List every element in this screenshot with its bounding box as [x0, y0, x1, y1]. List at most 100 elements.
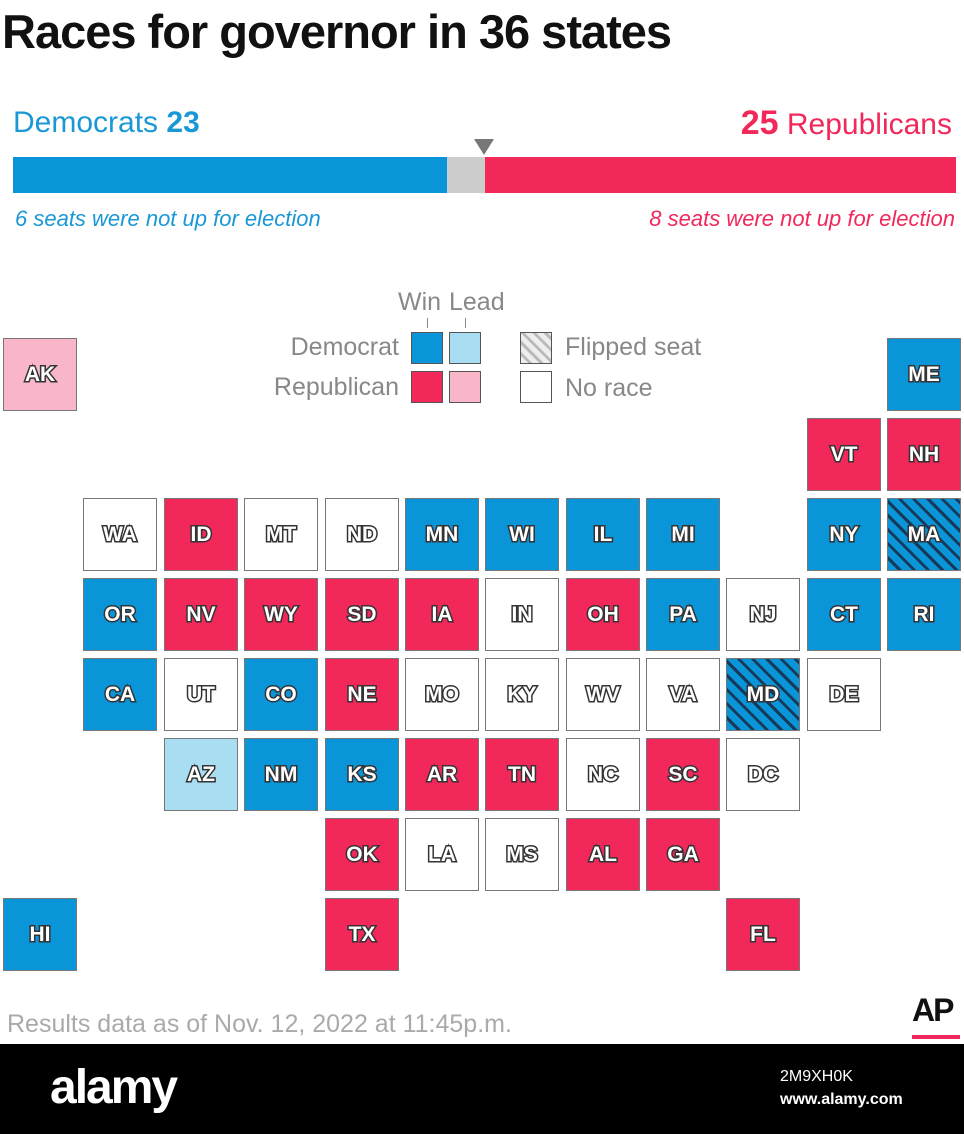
state-tile: MS [485, 818, 559, 891]
state-tile: NJ [726, 578, 800, 651]
state-label: UT [186, 681, 217, 707]
state-tile: IA [405, 578, 479, 651]
state-label: NV [185, 601, 217, 627]
state-tile: OK [325, 818, 399, 891]
state-label: AL [588, 841, 619, 867]
state-tile: DC [726, 738, 800, 811]
state-tile: SC [646, 738, 720, 811]
state-tile: IN [485, 578, 559, 651]
state-label: NY [828, 521, 860, 547]
state-tile: WV [566, 658, 640, 731]
state-label: MD [745, 681, 781, 707]
state-tile: AL [566, 818, 640, 891]
state-tile: RI [887, 578, 961, 651]
state-label: IL [592, 521, 614, 547]
state-tile: WA [83, 498, 157, 571]
state-label: ID [189, 521, 213, 547]
state-tile: NV [164, 578, 238, 651]
state-label: LA [427, 841, 458, 867]
ap-logo: AP [912, 992, 954, 1028]
state-tile: CT [807, 578, 881, 651]
state-tile: DE [807, 658, 881, 731]
swatch [449, 371, 481, 403]
state-label: WA [102, 521, 139, 547]
state-tile: TX [325, 898, 399, 971]
state-tile: GA [646, 818, 720, 891]
rep-label: Republicans [786, 108, 952, 141]
state-label: OK [345, 841, 379, 867]
state-label: MN [424, 521, 460, 547]
state-tile: VT [807, 418, 881, 491]
state-label: NH [907, 441, 940, 467]
rep-header: 25 Republicans [741, 104, 952, 143]
state-tile: AZ [164, 738, 238, 811]
state-label: IA [430, 601, 454, 627]
logo-rule [912, 1035, 960, 1039]
state-label: DE [828, 681, 860, 707]
state-tile: NH [887, 418, 961, 491]
state-tile: NM [244, 738, 318, 811]
swatch [411, 332, 443, 364]
legend-no-race: No race [565, 374, 653, 402]
state-label: KS [346, 761, 378, 787]
title: Races for governor in 36 states [2, 5, 672, 58]
state-tile: SD [325, 578, 399, 651]
state-label: ME [907, 361, 941, 387]
state-tile: ID [164, 498, 238, 571]
rep-note: 8 seats were not up for election [649, 206, 955, 231]
state-label: NE [346, 681, 378, 707]
state-tile: CO [244, 658, 318, 731]
state-label: ND [345, 521, 378, 547]
state-label: VT [829, 441, 859, 467]
swatch [411, 371, 443, 403]
legend-flipped: Flipped seat [565, 333, 702, 361]
state-tile: NC [566, 738, 640, 811]
state-tile: PA [646, 578, 720, 651]
state-tile: TN [485, 738, 559, 811]
state-label: NJ [748, 601, 778, 627]
state-label: MT [264, 521, 297, 547]
state-label: WY [263, 601, 300, 627]
state-label: RI [912, 601, 936, 627]
state-tile: MT [244, 498, 318, 571]
state-tile: KY [485, 658, 559, 731]
state-label: CO [264, 681, 298, 707]
state-tile: VA [646, 658, 720, 731]
state-label: TX [347, 921, 377, 947]
legend-lead: Lead [449, 288, 505, 316]
dem-note: 6 seats were not up for election [15, 206, 321, 231]
state-label: MI [670, 521, 696, 547]
swatch [520, 371, 552, 403]
state-tile: HI [3, 898, 77, 971]
legend-republican: Republican [273, 373, 399, 401]
state-tile: KS [325, 738, 399, 811]
state-label: MO [424, 681, 461, 707]
legend-democrat: Democrat [290, 333, 399, 361]
state-label: HI [28, 921, 52, 947]
swatch [449, 332, 481, 364]
state-label: FL [749, 921, 778, 947]
state-tile: MA [887, 498, 961, 571]
state-label: AK [23, 361, 56, 387]
state-label: OR [103, 601, 137, 627]
watermark-id: 2M9XH0K [780, 1068, 853, 1085]
state-label: AR [425, 761, 458, 787]
state-label: GA [666, 841, 700, 867]
state-tile: ME [887, 338, 961, 411]
majority-marker [474, 139, 494, 155]
state-tile: UT [164, 658, 238, 731]
dem-label: Democrats [13, 106, 159, 139]
tick [427, 318, 428, 328]
state-tile: CA [83, 658, 157, 731]
state-label: SD [346, 601, 378, 627]
rep-bar [484, 157, 956, 193]
state-label: WV [585, 681, 622, 707]
state-tile: MN [405, 498, 479, 571]
state-label: NM [263, 761, 299, 787]
swatch [520, 332, 552, 364]
state-label: TN [507, 761, 538, 787]
state-label: PA [668, 601, 699, 627]
state-label: MA [906, 521, 942, 547]
state-tile: OR [83, 578, 157, 651]
state-label: NC [586, 761, 619, 787]
